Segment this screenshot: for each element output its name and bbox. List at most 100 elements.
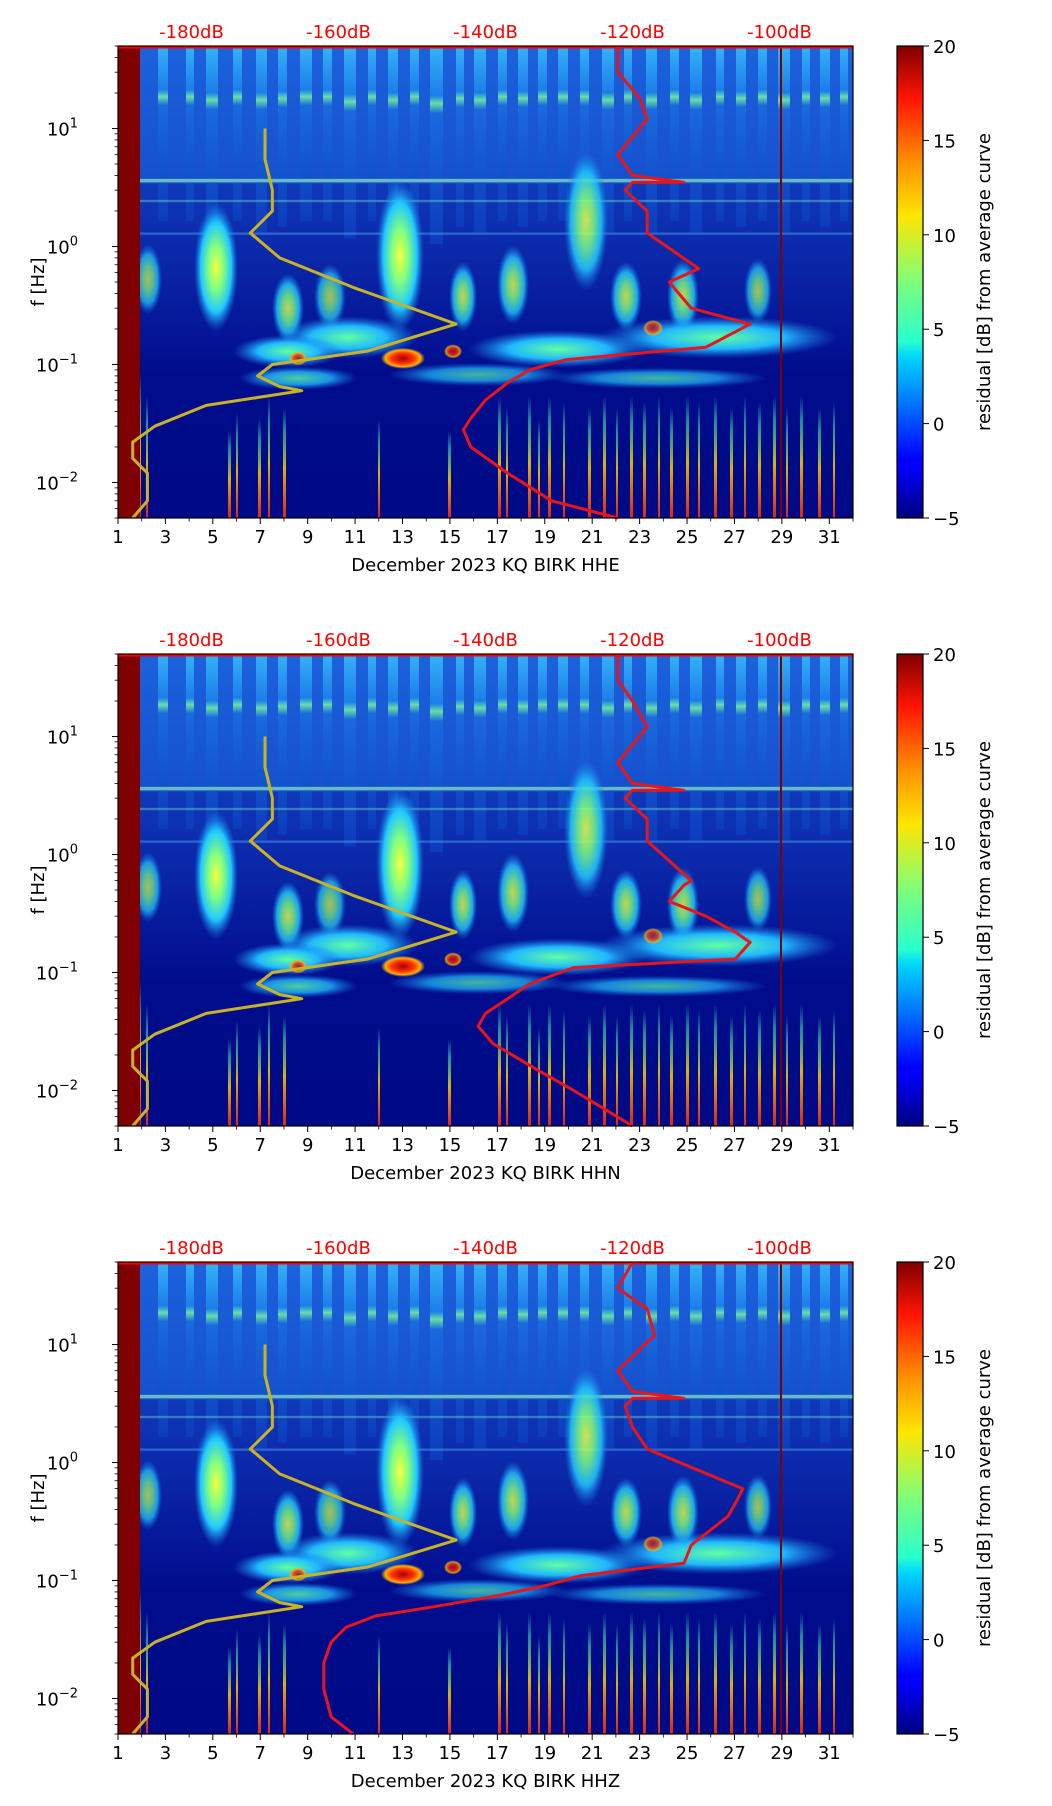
x-tick-label: 29 bbox=[770, 1743, 793, 1764]
x-tick-label: 17 bbox=[486, 1135, 509, 1156]
x-tick-label: 17 bbox=[486, 527, 509, 548]
gold-curve bbox=[131, 1344, 458, 1735]
top-db-label: -120dB bbox=[600, 1238, 665, 1259]
y-tick-label: 100 bbox=[47, 842, 78, 866]
colorbar-label: residual [dB] from average curve bbox=[974, 133, 995, 431]
x-tick-label: 1 bbox=[112, 527, 123, 548]
x-tick-label: 25 bbox=[676, 527, 699, 548]
x-tick-label: 3 bbox=[160, 1135, 171, 1156]
y-tick-label: 101 bbox=[47, 116, 78, 140]
x-tick-label: 23 bbox=[628, 527, 651, 548]
colorbar-gradient bbox=[896, 45, 924, 519]
panel-hhn: 1 3 5 7 9 11 13 15 17 19 21 23 25 27 29 3110110010−110−… bbox=[28, 630, 995, 1184]
y-tick-exponent: 0 bbox=[70, 234, 78, 249]
panel-hhe: 1 3 5 7 9 11 13 15 17 19 21 23 25 27 29 3110110010−110−… bbox=[28, 22, 995, 576]
x-tick-label: 11 bbox=[344, 1135, 367, 1156]
y-tick-label: 100 bbox=[47, 1450, 78, 1474]
x-tick-label: 19 bbox=[533, 527, 556, 548]
y-tick-base: 10 bbox=[36, 1081, 59, 1102]
x-tick-label: 15 bbox=[438, 527, 461, 548]
y-axis-label: f [Hz] bbox=[28, 1473, 49, 1522]
colorbar-tick-label: −5 bbox=[933, 1725, 960, 1746]
top-db-label: -160dB bbox=[306, 22, 371, 43]
x-tick-label: 31 bbox=[818, 527, 841, 548]
top-db-label: -180dB bbox=[159, 22, 224, 43]
x-tick-label: 25 bbox=[676, 1743, 699, 1764]
colorbar-tick-label: 10 bbox=[933, 1442, 956, 1463]
top-db-label: -100dB bbox=[747, 1238, 812, 1259]
top-db-label: -160dB bbox=[306, 630, 371, 651]
x-tick-label: 29 bbox=[770, 527, 793, 548]
colorbar-tick-label: 20 bbox=[933, 645, 956, 666]
top-db-label: -100dB bbox=[747, 630, 812, 651]
y-tick-base: 10 bbox=[36, 355, 59, 376]
y-tick-base: 10 bbox=[36, 1571, 59, 1592]
top-db-label: -140dB bbox=[453, 630, 518, 651]
colorbar-tick-label: 0 bbox=[933, 1631, 944, 1652]
x-tick-label: 21 bbox=[581, 1135, 604, 1156]
y-tick-label: 10−2 bbox=[36, 1686, 78, 1710]
y-tick-label: 10−2 bbox=[36, 1078, 78, 1102]
gold-curve bbox=[131, 128, 458, 519]
y-tick-label: 10−2 bbox=[36, 470, 78, 494]
x-tick-label: 19 bbox=[533, 1135, 556, 1156]
x-tick-label: 13 bbox=[391, 527, 414, 548]
x-tick-label: 9 bbox=[302, 527, 313, 548]
colorbar-tick-label: 10 bbox=[933, 226, 956, 247]
colorbar-tick-label: 5 bbox=[933, 928, 944, 949]
panel-hhz: 1 3 5 7 9 11 13 15 17 19 21 23 25 27 29 3110110010−110−… bbox=[28, 1238, 995, 1792]
y-tick-exponent: 0 bbox=[70, 1450, 78, 1465]
y-tick-label: 10−1 bbox=[36, 1568, 78, 1592]
x-tick-label: 9 bbox=[302, 1135, 313, 1156]
x-tick-label: 5 bbox=[207, 1743, 218, 1764]
x-tick-label: 7 bbox=[255, 1135, 266, 1156]
y-tick-exponent: −1 bbox=[59, 352, 78, 367]
x-tick-label: 27 bbox=[723, 1135, 746, 1156]
y-tick-base: 10 bbox=[47, 1453, 70, 1474]
x-tick-label: 27 bbox=[723, 527, 746, 548]
colorbar-tick-label: 0 bbox=[933, 415, 944, 436]
y-tick-label: 101 bbox=[47, 724, 78, 748]
colorbar-tick-label: 5 bbox=[933, 320, 944, 341]
x-tick-label: 23 bbox=[628, 1135, 651, 1156]
x-tick-label: 19 bbox=[533, 1743, 556, 1764]
y-tick-exponent: −2 bbox=[59, 470, 78, 485]
colorbar: 20 15 10 5 0 −5 residual [dB] from average cur… bbox=[896, 645, 995, 1138]
colorbar-tick-label: 20 bbox=[933, 1253, 956, 1274]
x-tick-label: 5 bbox=[207, 527, 218, 548]
y-tick-exponent: −2 bbox=[59, 1686, 78, 1701]
x-tick-label: 13 bbox=[391, 1135, 414, 1156]
spectrogram-heatmap bbox=[118, 654, 853, 1126]
top-db-label: -180dB bbox=[159, 1238, 224, 1259]
colorbar: 20 15 10 5 0 −5 residual [dB] from average cur… bbox=[896, 37, 995, 530]
y-tick-base: 10 bbox=[36, 1689, 59, 1710]
x-tick-label: 11 bbox=[344, 1743, 367, 1764]
y-tick-base: 10 bbox=[47, 1335, 70, 1356]
y-tick-base: 10 bbox=[36, 473, 59, 494]
colorbar-label: residual [dB] from average curve bbox=[974, 1349, 995, 1647]
colorbar-tick-label: 5 bbox=[933, 1536, 944, 1557]
x-tick-label: 5 bbox=[207, 1135, 218, 1156]
y-tick-label: 101 bbox=[47, 1332, 78, 1356]
top-db-label: -140dB bbox=[453, 1238, 518, 1259]
y-tick-base: 10 bbox=[36, 963, 59, 984]
y-tick-exponent: −2 bbox=[59, 1078, 78, 1093]
x-tick-label: 7 bbox=[255, 527, 266, 548]
x-tick-label: 7 bbox=[255, 1743, 266, 1764]
colorbar: 20 15 10 5 0 −5 residual [dB] from average cur… bbox=[896, 1253, 995, 1746]
x-tick-label: 23 bbox=[628, 1743, 651, 1764]
x-tick-label: 25 bbox=[676, 1135, 699, 1156]
x-tick-label: 15 bbox=[438, 1743, 461, 1764]
top-db-label: -100dB bbox=[747, 22, 812, 43]
x-tick-label: 3 bbox=[160, 527, 171, 548]
x-tick-label: 31 bbox=[818, 1743, 841, 1764]
red-curve bbox=[476, 654, 752, 1128]
x-tick-label: 13 bbox=[391, 1743, 414, 1764]
x-axis-label: December 2023 KQ BIRK HHN bbox=[350, 1163, 621, 1184]
colorbar-tick-label: 0 bbox=[933, 1023, 944, 1044]
colorbar-tick-label: −5 bbox=[933, 509, 960, 530]
x-tick-label: 11 bbox=[344, 527, 367, 548]
colorbar-label: residual [dB] from average curve bbox=[974, 741, 995, 1039]
y-tick-exponent: 1 bbox=[70, 1332, 78, 1347]
y-tick-exponent: −1 bbox=[59, 1568, 78, 1583]
